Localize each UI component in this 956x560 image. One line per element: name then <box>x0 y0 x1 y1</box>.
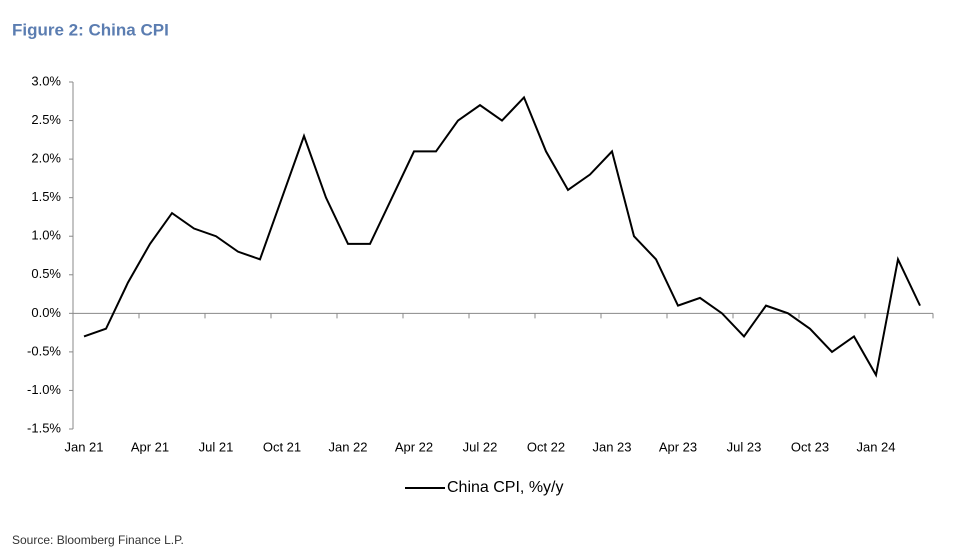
y-tick-label: -0.5% <box>27 343 61 358</box>
x-tick-label: Jul 23 <box>727 439 762 454</box>
x-tick-label: Jul 21 <box>199 439 234 454</box>
y-tick-label: 2.5% <box>31 112 61 127</box>
x-tick-label: Jul 22 <box>463 439 498 454</box>
y-tick-label: 0.0% <box>31 305 61 320</box>
y-tick-label: -1.0% <box>27 382 61 397</box>
line <box>83 95 921 378</box>
x-tick-label: Oct 23 <box>791 439 829 454</box>
y-tick-label: 1.5% <box>31 189 61 204</box>
x-tick-label: Jan 24 <box>856 439 895 454</box>
y-tick-label: 1.0% <box>31 228 61 243</box>
x-tick-label: Oct 22 <box>527 439 565 454</box>
x-tick-label: Jan 21 <box>64 439 103 454</box>
y-tick-label: 2.0% <box>31 151 61 166</box>
y-tick-label: 3.0% <box>31 73 61 88</box>
y-tick-label: 0.5% <box>31 266 61 281</box>
y-tick-label: -1.5% <box>27 420 61 435</box>
chart-title: Figure 2: China CPI <box>12 20 169 39</box>
x-tick-label: Oct 21 <box>263 439 301 454</box>
legend-label: China CPI, %y/y <box>447 479 563 496</box>
x-tick-label: Jan 22 <box>328 439 367 454</box>
x-tick-label: Apr 22 <box>395 439 433 454</box>
x-tick-label: Apr 21 <box>131 439 169 454</box>
source: Source: Bloomberg Finance L.P. <box>12 533 184 547</box>
x-tick-label: Apr 23 <box>659 439 697 454</box>
x-tick-label: Jan 23 <box>592 439 631 454</box>
